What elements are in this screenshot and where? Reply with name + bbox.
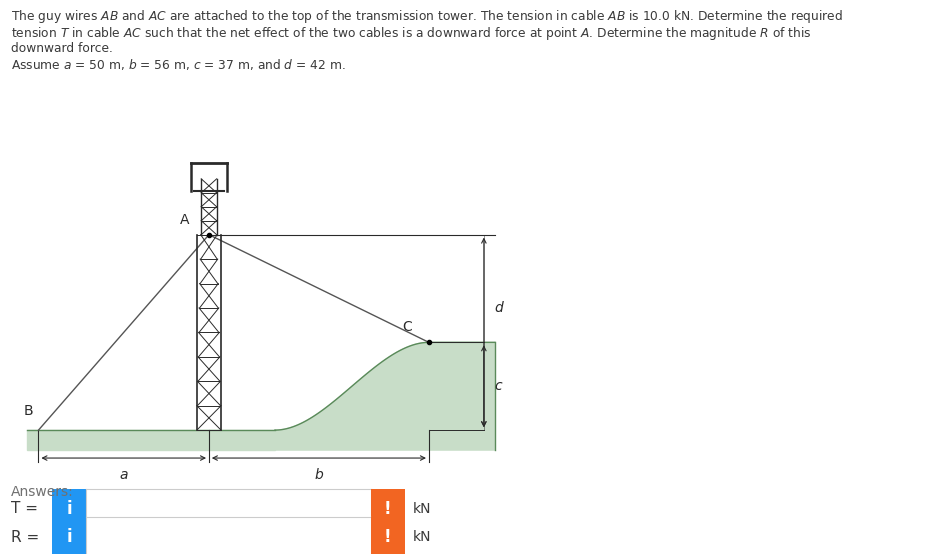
Text: a: a	[119, 468, 128, 482]
Text: tension $\mathit{T}$ in cable $\mathit{AC}$ such that the net effect of the two : tension $\mathit{T}$ in cable $\mathit{A…	[11, 25, 812, 42]
Text: d: d	[495, 301, 503, 315]
Text: downward force.: downward force.	[11, 42, 113, 54]
Polygon shape	[275, 342, 495, 450]
Text: C: C	[403, 320, 412, 335]
Text: b: b	[315, 468, 323, 482]
Text: T =: T =	[11, 501, 38, 516]
Text: i: i	[66, 500, 72, 517]
Text: R =: R =	[11, 530, 40, 545]
Text: Answers:: Answers:	[11, 485, 74, 499]
Text: The guy wires $\mathit{AB}$ and $\mathit{AC}$ are attached to the top of the tra: The guy wires $\mathit{AB}$ and $\mathit…	[11, 8, 843, 25]
Text: kN: kN	[412, 530, 431, 545]
Text: !: !	[384, 500, 392, 517]
Polygon shape	[27, 430, 275, 450]
Text: A: A	[180, 213, 190, 227]
Text: B: B	[24, 404, 33, 418]
Text: kN: kN	[412, 501, 431, 516]
Text: Assume $\mathit{a}$ = 50 m, $\mathit{b}$ = 56 m, $\mathit{c}$ = 37 m, and $\math: Assume $\mathit{a}$ = 50 m, $\mathit{b}$…	[11, 57, 346, 71]
Text: i: i	[66, 529, 72, 546]
Text: !: !	[384, 529, 392, 546]
Text: c: c	[495, 379, 502, 393]
